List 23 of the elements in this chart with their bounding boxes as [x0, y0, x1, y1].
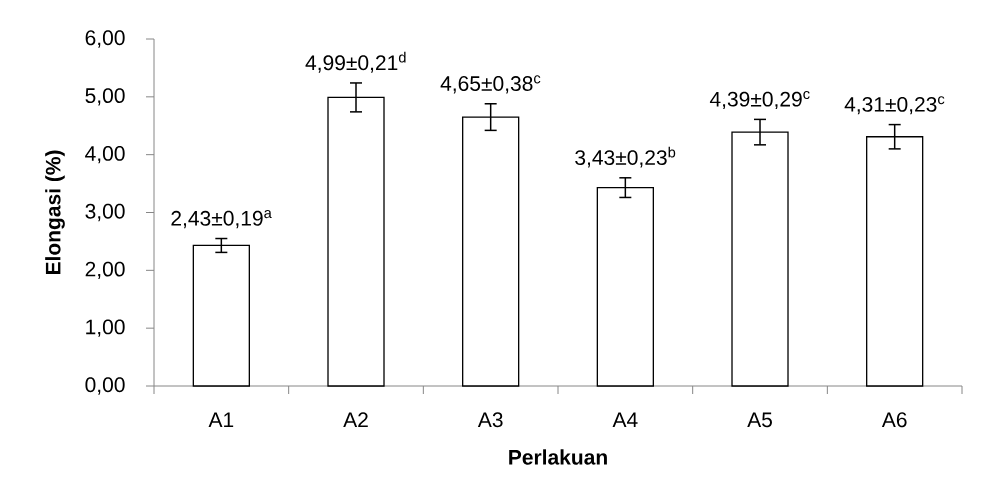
x-tick-label: A2 [343, 412, 368, 427]
x-tick-label: A5 [747, 412, 772, 428]
y-axis-title: Elongasi (%) [45, 150, 65, 275]
data-label: 4,39±0,29$^{c}$ [709, 90, 810, 110]
y-tick-label: 2,00 [85, 261, 125, 280]
data-label: 3,43±0,23$^{b}$ [575, 146, 676, 168]
y-tick-label: 5,00 [85, 88, 125, 106]
x-tick-label: A3 [477, 412, 503, 428]
x-tick-label: A4 [612, 412, 638, 427]
bar [327, 96, 385, 387]
data-label: 4,65±0,38$^{c}$ [440, 75, 541, 94]
x-axis-title: Perlakuan [509, 449, 607, 465]
y-tick-label: 1,00 [86, 319, 125, 337]
data-label: 4,99±0,21$^{d}$ [305, 51, 406, 73]
data-label: 2,43±0,19$^{a}$ [171, 210, 272, 229]
bar [192, 244, 250, 387]
x-tick-label: A1 [208, 412, 234, 427]
x-tick-label: A6 [881, 412, 907, 428]
y-tick-label: 6,00 [85, 30, 125, 48]
y-tick-label: 4,00 [85, 146, 125, 164]
data-label: 4,31±0,23$^{c}$ [844, 96, 945, 115]
y-tick-label: 0,00 [85, 377, 125, 395]
y-tick-label: 3,00 [85, 203, 125, 222]
